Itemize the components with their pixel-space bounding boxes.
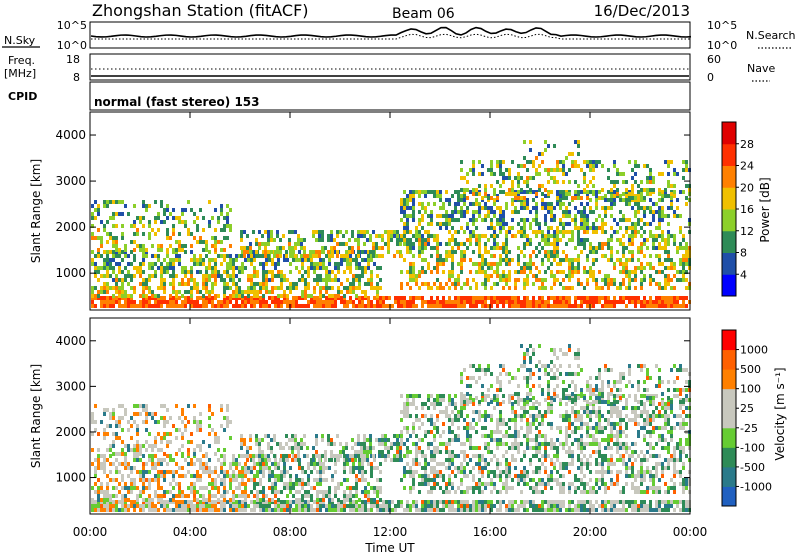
station-title: Zhongshan Station (fitACF) bbox=[92, 1, 309, 20]
range-tick-label: 2000 bbox=[55, 220, 86, 234]
colorbar-segment bbox=[722, 187, 736, 210]
power-cells bbox=[91, 140, 691, 308]
colorbar-segment bbox=[722, 165, 736, 188]
colorbar-tick-label: -100 bbox=[740, 441, 765, 454]
colorbar-tick-label: 1000 bbox=[740, 344, 768, 357]
freq-label: Freq. bbox=[8, 54, 35, 67]
nave-tick-top: 60 bbox=[707, 53, 721, 66]
colorbar-segment bbox=[722, 122, 736, 145]
time-tick-label: 12:00 bbox=[373, 525, 408, 539]
xlabel: Time UT bbox=[364, 541, 415, 554]
velocity-ylabel: Slant Range [km] bbox=[29, 364, 43, 468]
colorbar-tick-label: 24 bbox=[740, 160, 754, 173]
time-tick-label: 00:00 bbox=[673, 525, 708, 539]
nsky-label: N.Sky bbox=[4, 34, 36, 47]
freq-tick-bottom: 8 bbox=[73, 71, 80, 84]
cpid-panel bbox=[89, 81, 691, 111]
colorbar-segment bbox=[722, 230, 736, 253]
colorbar-segment bbox=[722, 427, 736, 448]
velocity-heatmap bbox=[89, 317, 691, 515]
nave-label: Nave bbox=[747, 62, 775, 75]
cpid-label: CPID bbox=[8, 90, 37, 103]
colorbar-tick-label: 500 bbox=[740, 363, 761, 376]
colorbar-segment bbox=[722, 274, 736, 297]
time-axis: 00:00 04:00 08:00 12:00 16:00 20:00 00:00 bbox=[73, 112, 708, 539]
power-heatmap bbox=[89, 111, 691, 311]
noise-tick-top: 10^5 bbox=[57, 19, 87, 32]
power-colorbar-label: Power [dB] bbox=[758, 177, 772, 242]
velocity-colorbar-label: Velocity [m s⁻¹] bbox=[773, 367, 787, 460]
velocity-colorbar: 1000 500 100 25 -25 -100 -500 -1000 bbox=[721, 329, 772, 507]
colorbar-tick-label: 25 bbox=[740, 402, 754, 415]
colorbar-segment bbox=[722, 143, 736, 166]
colorbar-tick-label: 16 bbox=[740, 203, 754, 216]
power-ylabel: Slant Range [km] bbox=[29, 159, 43, 263]
noise-tick-bottom: 10^0 bbox=[57, 39, 87, 52]
colorbar-segment bbox=[722, 408, 736, 429]
colorbar-tick-label: -1000 bbox=[740, 480, 772, 493]
velocity-yaxis: 1000 2000 3000 4000 bbox=[55, 334, 690, 485]
noise-tick-right-bottom: 10^0 bbox=[707, 39, 737, 52]
colorbar-tick-label: 4 bbox=[740, 268, 747, 281]
velocity-cells bbox=[91, 344, 691, 512]
date-label: 16/Dec/2013 bbox=[594, 2, 690, 20]
power-colorbar: 28 24 20 16 12 8 4 bbox=[721, 121, 754, 297]
range-tick-label: 3000 bbox=[55, 174, 86, 188]
colorbar-segment bbox=[722, 252, 736, 275]
colorbar-segment bbox=[722, 388, 736, 409]
time-tick-label: 00:00 bbox=[73, 525, 108, 539]
time-tick-label: 20:00 bbox=[573, 525, 608, 539]
colorbar-segment bbox=[722, 369, 736, 390]
time-tick-label: 04:00 bbox=[173, 525, 208, 539]
colorbar-tick-label: 12 bbox=[740, 225, 754, 238]
power-yaxis: 1000 2000 3000 4000 bbox=[55, 128, 690, 280]
time-tick-label: 08:00 bbox=[273, 525, 308, 539]
colorbar-segment bbox=[722, 209, 736, 232]
colorbar-segment bbox=[722, 447, 736, 468]
colorbar-tick-label: 28 bbox=[740, 138, 754, 151]
colorbar-segment bbox=[722, 330, 736, 351]
range-tick-label: 1000 bbox=[55, 266, 86, 280]
colorbar-tick-label: 8 bbox=[740, 247, 747, 260]
range-tick-label: 3000 bbox=[55, 379, 86, 393]
freq-tick-top: 18 bbox=[66, 53, 80, 66]
freq-panel: Freq. [MHz] 18 8 60 0 Nave bbox=[4, 53, 775, 84]
colorbar-segment bbox=[722, 349, 736, 370]
range-tick-label: 2000 bbox=[55, 425, 86, 439]
nave-tick-bottom: 0 bbox=[707, 71, 714, 84]
colorbar-segment bbox=[722, 466, 736, 487]
noise-tick-right-top: 10^5 bbox=[707, 19, 737, 32]
freq-unit-label: [MHz] bbox=[4, 67, 36, 80]
nsearch-label: N.Search bbox=[746, 29, 796, 42]
noise-search-trace bbox=[91, 33, 691, 40]
time-tick-label: 16:00 bbox=[473, 525, 508, 539]
noise-sky-trace bbox=[90, 26, 692, 38]
range-tick-label: 1000 bbox=[55, 471, 86, 485]
colorbar-tick-label: 20 bbox=[740, 181, 754, 194]
colorbar-tick-label: -25 bbox=[740, 422, 758, 435]
noise-panel: N.Sky 10^5 10^0 10^5 10^0 N.Search bbox=[2, 19, 796, 52]
colorbar-tick-label: 100 bbox=[740, 383, 761, 396]
colorbar-segment bbox=[722, 486, 736, 507]
cpid-text: normal (fast stereo) 153 bbox=[94, 95, 260, 109]
range-tick-label: 4000 bbox=[55, 128, 86, 142]
range-tick-label: 4000 bbox=[55, 334, 86, 348]
beam-label: Beam 06 bbox=[392, 6, 455, 22]
colorbar-tick-label: -500 bbox=[740, 461, 765, 474]
